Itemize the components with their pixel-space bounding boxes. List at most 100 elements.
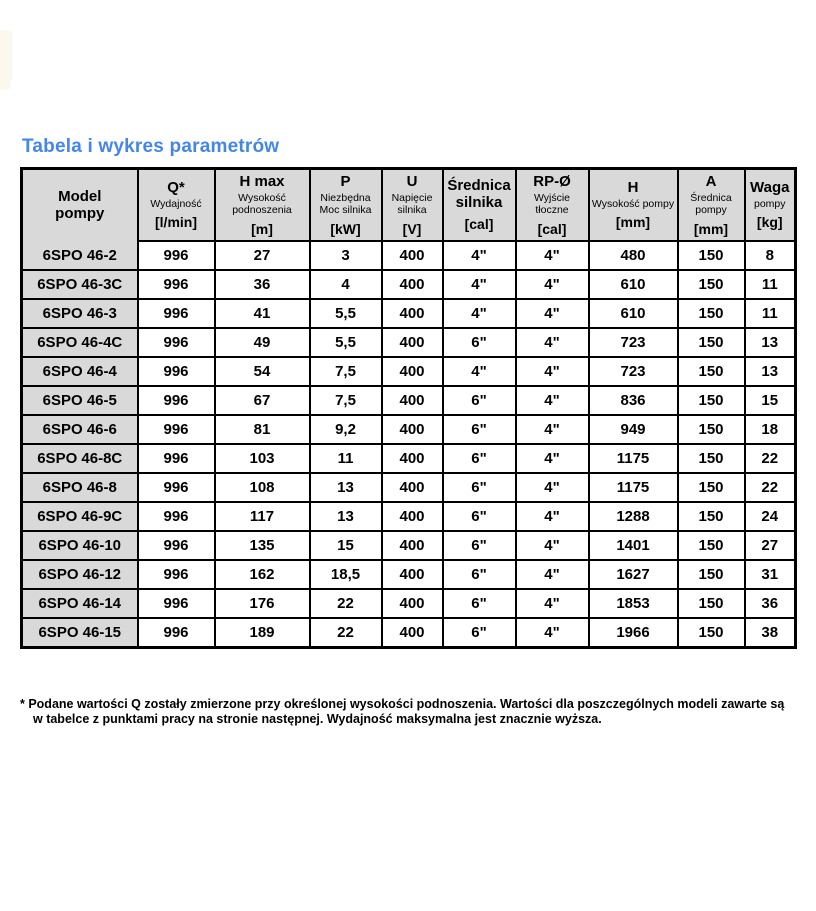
model-cell: 6SPO 46-15 <box>20 617 139 649</box>
value-cell: 400 <box>380 617 444 649</box>
header-sub-label: Wyjście tłoczne <box>533 191 571 217</box>
value-cell: 81 <box>213 414 311 446</box>
value-cell: 6" <box>441 501 517 533</box>
value-cell: 18,5 <box>308 559 383 591</box>
header-sub-label: Wysokość pompy <box>591 197 675 210</box>
value-cell: 11 <box>743 298 797 330</box>
value-cell: 996 <box>136 559 216 591</box>
value-cell: 400 <box>380 530 444 562</box>
model-cell: 6SPO 46-8C <box>20 443 139 475</box>
value-cell: 610 <box>587 269 679 301</box>
value-cell: 6" <box>441 617 517 649</box>
value-cell: 4 <box>308 269 383 301</box>
table-body: 6SPO 46-2 996 27 3 400 4" 4" 480 150 8 6SPO 46-3C 9… <box>20 240 797 649</box>
value-cell: 4" <box>514 617 590 649</box>
model-cell: 6SPO 46-3 <box>20 298 139 330</box>
table-row: 6SPO 46-8 996 108 13 400 6" 4" 1175 150 22 <box>20 472 797 504</box>
header-sub-label: Napięcie silnika <box>391 191 433 217</box>
value-cell: 400 <box>380 559 444 591</box>
value-cell: 24 <box>743 501 797 533</box>
footnote-line-2: w tabelce z punktami pracy na stronie na… <box>33 712 602 726</box>
value-cell: 6" <box>441 559 517 591</box>
column-header-9: Waga pompy [kg] <box>743 167 797 243</box>
value-cell: 400 <box>380 414 444 446</box>
value-cell: 36 <box>213 269 311 301</box>
header-main-label: Waga <box>750 179 790 197</box>
value-cell: 996 <box>136 617 216 649</box>
value-cell: 67 <box>213 385 311 417</box>
value-cell: 54 <box>213 356 311 388</box>
header-main-label: P <box>340 173 351 190</box>
value-cell: 117 <box>213 501 311 533</box>
value-cell: 7,5 <box>308 385 383 417</box>
value-cell: 189 <box>213 617 311 649</box>
value-cell: 1288 <box>587 501 679 533</box>
value-cell: 400 <box>380 501 444 533</box>
value-cell: 36 <box>743 588 797 620</box>
value-cell: 400 <box>380 269 444 301</box>
value-cell: 11 <box>743 269 797 301</box>
model-cell: 6SPO 46-10 <box>20 530 139 562</box>
model-cell: 6SPO 46-14 <box>20 588 139 620</box>
value-cell: 6" <box>441 472 517 504</box>
header-main-label: RP-Ø <box>533 173 571 190</box>
header-main-label: Średnica silnika <box>447 177 511 212</box>
column-header-3: P Niezbędna Moc silnika [kW] <box>308 167 383 243</box>
value-cell: 996 <box>136 298 216 330</box>
header-sub-label: pompy <box>753 197 786 210</box>
header-unit-label: [kg] <box>756 214 783 231</box>
value-cell: 400 <box>380 240 444 272</box>
value-cell: 9,2 <box>308 414 383 446</box>
value-cell: 996 <box>136 327 216 359</box>
value-cell: 49 <box>213 327 311 359</box>
header-unit-label: [kW] <box>330 220 361 237</box>
value-cell: 13 <box>308 501 383 533</box>
value-cell: 949 <box>587 414 679 446</box>
column-header-0: Model pompy <box>20 167 139 242</box>
model-cell: 6SPO 46-4C <box>20 327 139 359</box>
model-cell: 6SPO 46-3C <box>20 269 139 301</box>
model-cell: 6SPO 46-4 <box>20 356 139 388</box>
header-main-label: Model pompy <box>55 187 105 222</box>
table-header: Model pompy Q* Wydajność [l/min] H max Wysoko… <box>20 167 797 243</box>
table-row: 6SPO 46-10 996 135 15 400 6" 4" 1401 150 27 <box>20 530 797 562</box>
value-cell: 4" <box>514 298 590 330</box>
table-row: 6SPO 46-14 996 176 22 400 6" 4" 1853 150 36 <box>20 588 797 620</box>
value-cell: 4" <box>514 472 590 504</box>
value-cell: 1175 <box>587 472 679 504</box>
value-cell: 4" <box>441 298 517 330</box>
value-cell: 996 <box>136 530 216 562</box>
value-cell: 1627 <box>587 559 679 591</box>
value-cell: 996 <box>136 588 216 620</box>
value-cell: 22 <box>308 617 383 649</box>
value-cell: 4" <box>514 240 590 272</box>
value-cell: 11 <box>308 443 383 475</box>
value-cell: 4" <box>514 443 590 475</box>
value-cell: 6" <box>441 530 517 562</box>
value-cell: 150 <box>676 269 746 301</box>
pump-parameters-table: Model pompy Q* Wydajność [l/min] H max Wysoko… <box>20 167 797 649</box>
header-sub-label: Wydajność <box>150 197 202 210</box>
value-cell: 135 <box>213 530 311 562</box>
table-row: 6SPO 46-6 996 81 9,2 400 6" 4" 949 150 18 <box>20 414 797 446</box>
column-header-7: H Wysokość pompy [mm] <box>587 167 679 243</box>
value-cell: 150 <box>676 472 746 504</box>
value-cell: 996 <box>136 472 216 504</box>
value-cell: 13 <box>743 327 797 359</box>
table-row: 6SPO 46-5 996 67 7,5 400 6" 4" 836 150 15 <box>20 385 797 417</box>
value-cell: 400 <box>380 443 444 475</box>
table-row: 6SPO 46-12 996 162 18,5 400 6" 4" 1627 150 31 <box>20 559 797 591</box>
table-row: 6SPO 46-3C 996 36 4 400 4" 4" 610 150 11 <box>20 269 797 301</box>
header-sub-label: Wysokość podnoszenia <box>232 191 292 217</box>
header-main-label: H <box>627 179 639 197</box>
header-row: Model pompy Q* Wydajność [l/min] H max Wysoko… <box>20 167 797 243</box>
value-cell: 723 <box>587 356 679 388</box>
header-unit-label: [mm] <box>693 220 729 237</box>
value-cell: 4" <box>514 530 590 562</box>
value-cell: 996 <box>136 240 216 272</box>
value-cell: 5,5 <box>308 298 383 330</box>
value-cell: 996 <box>136 414 216 446</box>
value-cell: 150 <box>676 414 746 446</box>
header-unit-label: [l/min] <box>155 214 197 231</box>
footnote: * Podane wartości Q zostały zmierzone pr… <box>20 697 804 727</box>
